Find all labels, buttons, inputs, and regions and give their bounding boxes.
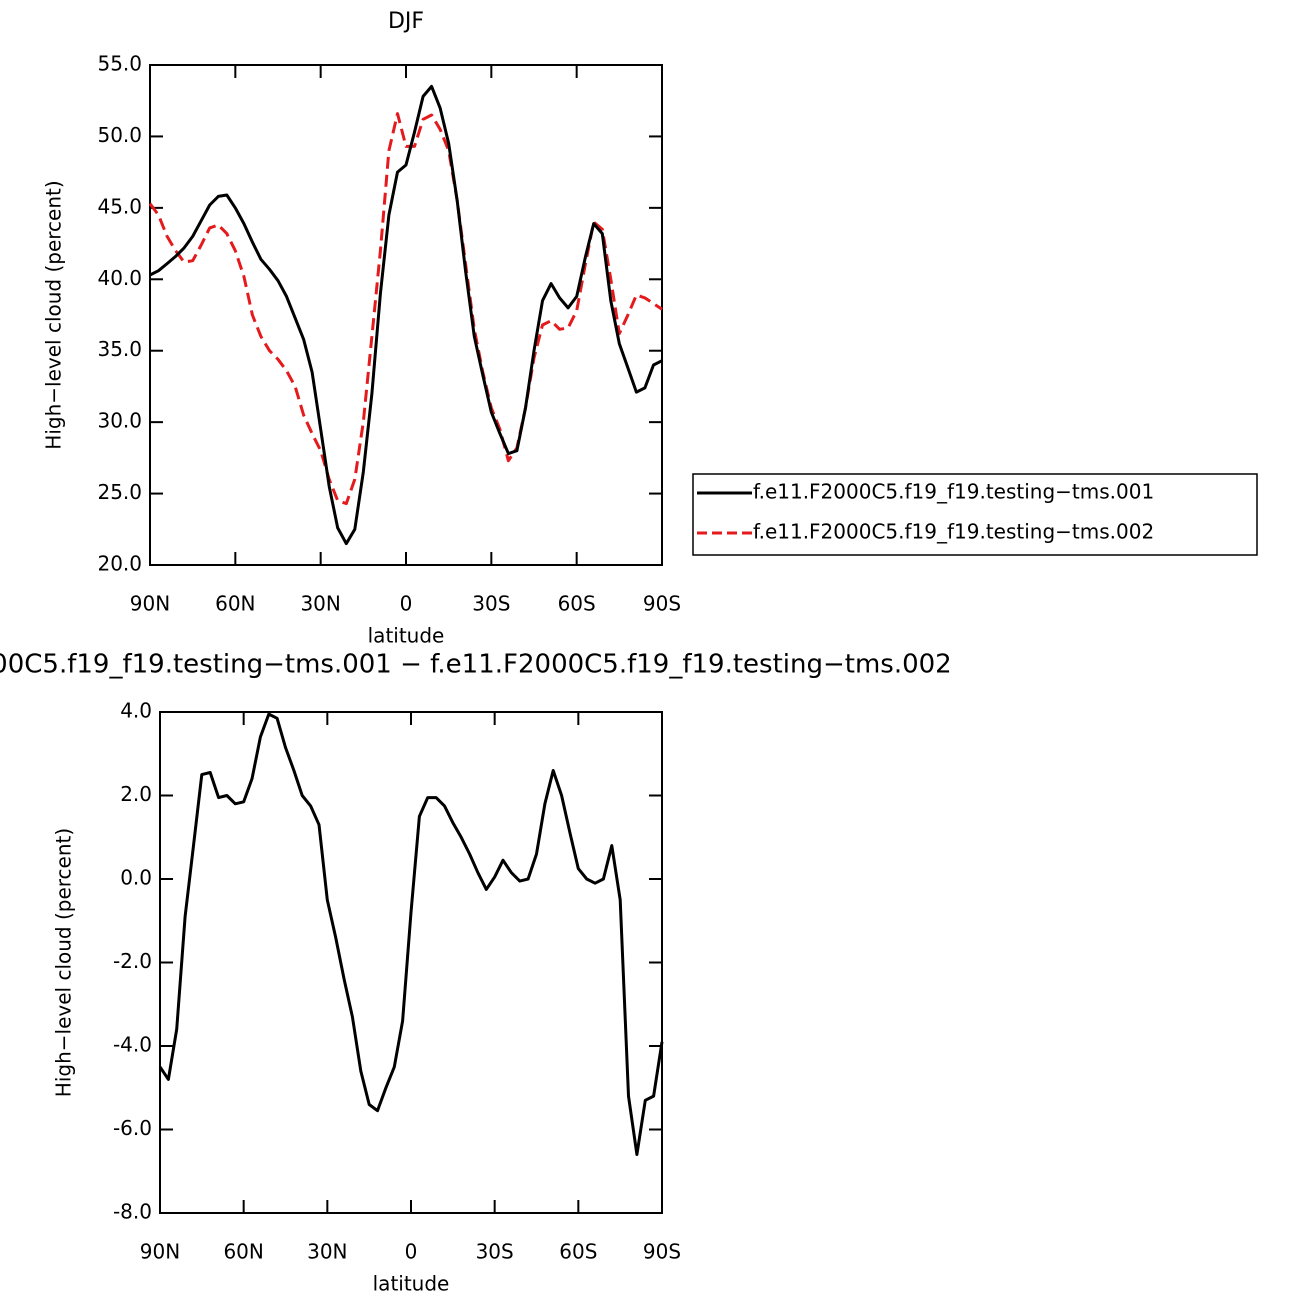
- y-axis-label: High−level cloud (percent): [42, 180, 66, 449]
- chart-title: DJF: [388, 9, 424, 34]
- legend-label: f.e11.F2000C5.f19_f19.testing−tms.001: [753, 480, 1154, 504]
- legend-box: [692, 473, 1258, 556]
- x-tick-label: 60N: [223, 1240, 263, 1264]
- y-tick-label: 45.0: [97, 194, 142, 218]
- x-tick-label: 0: [400, 592, 413, 616]
- x-tick-label: 0: [405, 1240, 418, 1264]
- x-tick-label: 30S: [472, 592, 510, 616]
- x-tick-label: 90N: [140, 1240, 180, 1264]
- y-tick-label: 40.0: [97, 266, 142, 290]
- y-tick-label: 2.0: [120, 782, 152, 806]
- x-axis-label: latitude: [368, 624, 445, 648]
- plot-frame: [159, 711, 663, 1214]
- data-line: [149, 84, 663, 546]
- x-tick-label: 30N: [300, 592, 340, 616]
- y-tick-label: 30.0: [97, 409, 142, 433]
- y-tick-label: 35.0: [97, 337, 142, 361]
- y-tick-label: 0.0: [120, 866, 152, 890]
- x-tick-label: 30S: [476, 1240, 514, 1264]
- y-tick-label: 55.0: [97, 52, 142, 76]
- y-tick-label: 50.0: [97, 123, 142, 147]
- y-tick-label: 20.0: [97, 552, 142, 576]
- x-tick-label: 90S: [643, 1240, 681, 1264]
- x-tick-label: 30N: [307, 1240, 347, 1264]
- x-tick-label: 60S: [559, 1240, 597, 1264]
- x-tick-label: 90S: [643, 592, 681, 616]
- y-tick-label: 4.0: [120, 699, 152, 723]
- legend-label: f.e11.F2000C5.f19_f19.testing−tms.002: [753, 520, 1154, 544]
- x-tick-label: 60N: [215, 592, 255, 616]
- y-tick-label: -2.0: [113, 949, 152, 973]
- y-tick-label: -6.0: [113, 1116, 152, 1140]
- x-tick-label: 60S: [558, 592, 596, 616]
- y-tick-label: 25.0: [97, 480, 142, 504]
- y-tick-label: -8.0: [113, 1200, 152, 1224]
- y-tick-label: -4.0: [113, 1033, 152, 1057]
- data-line: [158, 712, 664, 1156]
- y-axis-label: High−level cloud (percent): [52, 828, 76, 1097]
- plot-frame: [149, 64, 663, 566]
- chart-title: f.e11.F2000C5.f19_f19.testing−tms.001 − …: [0, 650, 952, 680]
- data-line: [148, 112, 663, 506]
- x-axis-label: latitude: [373, 1272, 450, 1296]
- x-tick-label: 90N: [130, 592, 170, 616]
